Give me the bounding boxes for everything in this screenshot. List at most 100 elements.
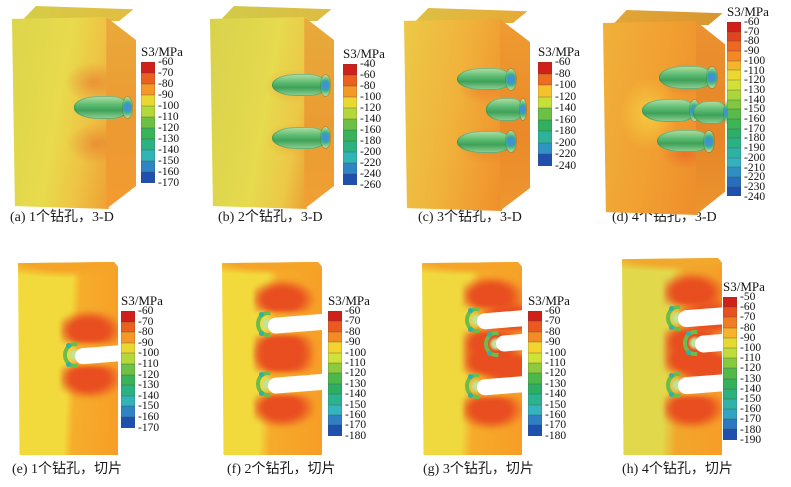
tip-dot-teal: [468, 393, 473, 398]
colorbar-tick-label: -100: [138, 347, 160, 360]
colorbar-band: [141, 73, 155, 84]
borehole-cylinder-body: [659, 66, 713, 89]
colorbar-tick-label: -60: [545, 305, 561, 317]
colorbar-tick-label: -160: [744, 113, 766, 125]
colorbar-band: [528, 311, 542, 322]
colorbar-band: [121, 374, 135, 386]
colorbar-band: [538, 142, 552, 154]
colorbar-title: S3/MPa: [141, 44, 183, 59]
colorbar-band: [538, 119, 552, 131]
colorbar-tick-label: -100: [555, 79, 577, 91]
colorbar-tick-label: -110: [158, 111, 179, 123]
box-front-face: [210, 17, 307, 209]
colorbar-tick-label: -140: [744, 93, 766, 106]
panel-a-caption: (a) 1个钻孔，3-D: [10, 210, 114, 225]
colorbar-tick-label: -80: [744, 35, 760, 48]
colorbar-tick-label: -80: [545, 325, 561, 338]
colorbar-tick-label: -140: [360, 113, 382, 125]
colorbar-band: [328, 425, 342, 436]
colorbar-band: [727, 167, 741, 177]
colorbar-tick-label: -220: [744, 171, 766, 184]
colorbar-band: [343, 119, 357, 130]
borehole-cylinder: [659, 66, 717, 89]
colorbar-tick-label: -60: [555, 56, 571, 68]
colorbar-band: [727, 51, 741, 61]
colorbar-tick-label: -180: [545, 429, 567, 442]
colorbar-band: [121, 416, 135, 428]
colorbar-band: [343, 86, 357, 97]
colorbar-band: [121, 363, 135, 375]
colorbar-tick-label: -90: [158, 89, 174, 101]
colorbar-tick-label: -130: [158, 133, 180, 145]
colorbar-tick-label: -140: [740, 382, 762, 395]
tip-dot-teal: [468, 308, 473, 314]
borehole-cylinder-cap: [519, 98, 527, 120]
panel-g-colorbar: S3/MPa -60 -70 -80 -90 -100 -110 -120 -130 -140-…: [528, 294, 570, 442]
colorbar-band: [328, 383, 342, 395]
panel-f-caption: (f) 2个钻孔，切片: [227, 462, 336, 477]
colorbar-band: [723, 297, 737, 308]
tip-dot-teal: [66, 362, 71, 368]
colorbar-tick-label: -140: [545, 388, 567, 401]
colorbar-band: [538, 131, 552, 143]
colorbar-band: [538, 73, 552, 85]
stress-concentration-lobe: [463, 397, 522, 430]
colorbar-band: [723, 419, 737, 430]
colorbar-band: [121, 385, 135, 396]
tip-dot-teal: [259, 331, 264, 337]
colorbar-band: [343, 174, 357, 185]
colorbar-tick-label: -70: [740, 311, 756, 324]
colorbar-band: [141, 128, 155, 139]
colorbar-band: [538, 96, 552, 108]
stress-concentration-lobe: [664, 395, 722, 430]
panel-a-model-3d: [12, 6, 136, 209]
colorbar-band: [141, 95, 155, 106]
colorbar-band: [723, 307, 737, 318]
colorbar-tick-label: -190: [744, 142, 766, 155]
colorbar-band: [723, 378, 737, 389]
colorbar-band: [727, 157, 741, 168]
colorbar-tick-label: -110: [138, 358, 159, 370]
tip-dot-teal: [487, 331, 492, 337]
colorbar-band: [343, 64, 357, 75]
colorbar-tick-label: -170: [744, 122, 766, 135]
tip-dot-teal: [259, 391, 264, 397]
box-front-face: [404, 19, 503, 211]
stress-concentration-lobe: [61, 366, 118, 400]
colorbar-tick-label: -130: [545, 377, 567, 390]
panel-b-model-3d: [210, 6, 334, 209]
borehole-slot: [267, 313, 322, 335]
colorbar-tick-label: -60: [360, 69, 376, 81]
colorbar-scale: -60 -70 -80 -90 -100 -110 -120 -130 -140 -150 -160…: [121, 305, 159, 434]
tip-dot-teal: [669, 372, 674, 378]
colorbar-band: [343, 141, 357, 152]
colorbar-tick-label: -170: [345, 419, 367, 432]
borehole-slot: [74, 345, 118, 366]
colorbar-tick-label: -160: [360, 124, 382, 136]
borehole-tip-ring: [465, 307, 480, 334]
colorbar-tick-label: -90: [740, 331, 756, 344]
colorbar-tick-label: -110: [740, 352, 761, 365]
colorbar-tick-label: -90: [744, 45, 760, 58]
colorbar-tick-label: -120: [555, 90, 577, 103]
colorbar-band: [528, 352, 542, 363]
panel-h-caption: (h) 4个钻孔，切片: [622, 462, 733, 477]
colorbar-band: [528, 414, 542, 426]
colorbar-tick-label: -240: [555, 159, 577, 172]
colorbar-band: [141, 161, 155, 172]
borehole-slot: [495, 334, 522, 353]
colorbar-tick-label: -90: [345, 336, 361, 349]
tip-dot-teal: [66, 343, 71, 349]
colorbar-tick-label: -160: [545, 409, 567, 421]
borehole-tip-ring: [63, 342, 78, 369]
colorbar-tick-label: -80: [138, 326, 154, 339]
colorbar-band: [727, 128, 741, 139]
borehole-cylinder: [456, 130, 517, 154]
borehole-cylinder-cap: [704, 130, 715, 152]
panel-c-colorbar: S3/MPa -60 -80 -100 -120 -140 -160 -180 -200 -22…: [538, 45, 580, 172]
borehole-cylinder-cap: [506, 68, 517, 90]
colorbar-tick-label: -120: [360, 102, 382, 114]
colorbar-band: [328, 373, 342, 384]
borehole-cylinder: [693, 101, 730, 124]
